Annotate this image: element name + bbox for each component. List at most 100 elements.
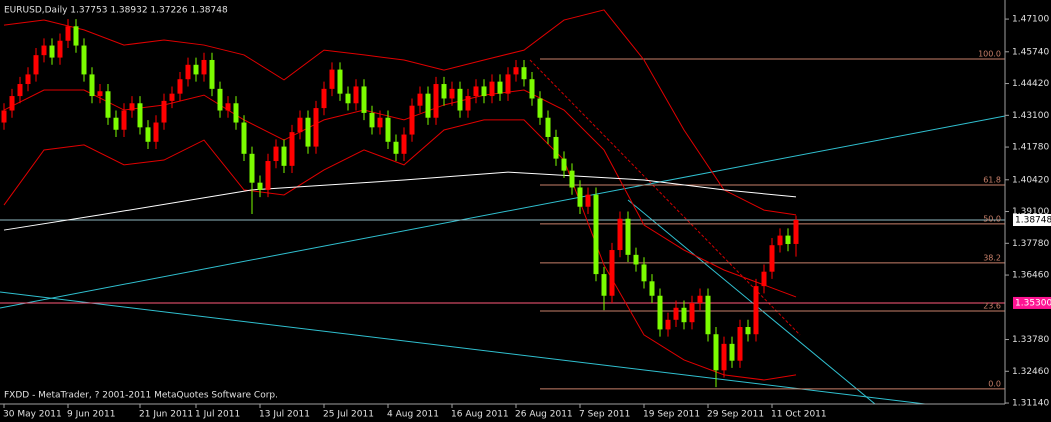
candle-body (57, 40, 63, 58)
candle-body (73, 26, 79, 46)
candle-body (153, 122, 159, 142)
candle-body (689, 302, 695, 323)
candle-body (657, 295, 663, 330)
fib-label: 23.6 (983, 302, 1001, 311)
candle-body (681, 307, 687, 323)
candle-body (489, 81, 495, 97)
candle-body (65, 26, 71, 41)
candle-body (617, 218, 623, 251)
candle-body (105, 91, 111, 118)
candle-body (697, 295, 703, 303)
candle-body (369, 112, 375, 128)
candle-body (553, 136, 559, 159)
candle-body (273, 146, 279, 162)
candle-body (545, 117, 551, 137)
candle-body (145, 127, 151, 142)
copyright: FXDD - MetaTrader, ? 2001-2011 MetaQuote… (4, 391, 278, 401)
candle-body (641, 264, 647, 282)
bollinger-band (3, 9, 797, 216)
candle-body (305, 117, 311, 147)
y-tick-label: 1.45740 (1012, 47, 1049, 57)
candle-body (33, 55, 39, 75)
candle-body (785, 235, 791, 245)
candle-body (561, 158, 567, 171)
x-tick-label: 26 Aug 2011 (515, 410, 573, 420)
candle-body (753, 286, 759, 335)
x-tick-label: 4 Aug 2011 (387, 410, 439, 420)
candle-body (89, 74, 95, 97)
trend-line (0, 115, 1005, 309)
candle-body (761, 271, 767, 287)
candle-body (361, 86, 367, 113)
candle-body (729, 343, 735, 361)
x-tick-label: 21 Jun 2011 (139, 410, 193, 420)
bollinger-band (3, 119, 797, 381)
candle-body (473, 86, 479, 97)
candle-body (297, 117, 303, 133)
candle-body (625, 218, 631, 255)
candle-body (721, 343, 727, 371)
candle-body (41, 45, 47, 56)
candle-body (633, 254, 639, 265)
trend-line (627, 199, 876, 404)
x-tick-label: 30 May 2011 (3, 410, 62, 420)
candle-body (513, 67, 519, 75)
bollinger-band (3, 89, 797, 298)
candle-body (449, 88, 455, 99)
candle-body (601, 274, 607, 296)
candle-body (377, 117, 383, 128)
fib-label: 0.0 (988, 379, 1001, 388)
candle-body (209, 59, 215, 89)
candle-body (329, 69, 335, 89)
candle-body (577, 187, 583, 207)
y-tick-label: 1.33780 (1012, 335, 1049, 345)
y-tick-label: 1.44420 (1012, 79, 1049, 89)
candle-body (713, 334, 719, 371)
candle-body (217, 88, 223, 111)
candle-body (745, 327, 751, 335)
candle-body (737, 327, 743, 361)
x-tick-label: 19 Sep 2011 (643, 410, 700, 420)
candle-body (337, 69, 343, 94)
y-tick-label: 1.40420 (1012, 175, 1049, 185)
candle-body (465, 96, 471, 111)
candle-body (97, 91, 103, 97)
candle-body (609, 250, 615, 296)
moving-average (3, 171, 797, 231)
y-tick-label: 1.41780 (1012, 143, 1049, 153)
price-label: 1.38748 (1015, 216, 1051, 226)
candle-body (225, 103, 231, 111)
candle-body (49, 45, 55, 58)
x-tick-label: 29 Sep 2011 (707, 410, 764, 420)
candle-body (793, 220, 799, 244)
candle-body (441, 84, 447, 99)
candle-body (265, 161, 271, 190)
y-tick-label: 1.47100 (1012, 15, 1049, 25)
candle-body (345, 93, 351, 104)
candle-body (537, 98, 543, 118)
candle-body (185, 64, 191, 80)
price-box (1013, 296, 1051, 309)
candle-body (201, 59, 207, 75)
x-tick-label: 16 Aug 2011 (451, 410, 509, 420)
candle-body (401, 134, 407, 154)
candle-body (169, 93, 175, 101)
candle-body (281, 146, 287, 166)
candle-body (505, 74, 511, 94)
candle-body (113, 117, 119, 130)
candle-body (161, 100, 167, 123)
candle-body (25, 74, 31, 85)
candle-body (129, 103, 135, 111)
candle-body (233, 103, 239, 123)
candle-body (433, 84, 439, 118)
candle-body (313, 108, 319, 147)
candle-body (393, 141, 399, 154)
candle-body (529, 79, 535, 99)
candle-body (457, 88, 463, 111)
y-tick-label: 1.32460 (1012, 367, 1049, 377)
price-box (1013, 214, 1051, 227)
y-tick-label: 1.36460 (1012, 271, 1049, 281)
candle-body (673, 307, 679, 320)
y-tick-label: 1.37780 (1012, 239, 1049, 249)
